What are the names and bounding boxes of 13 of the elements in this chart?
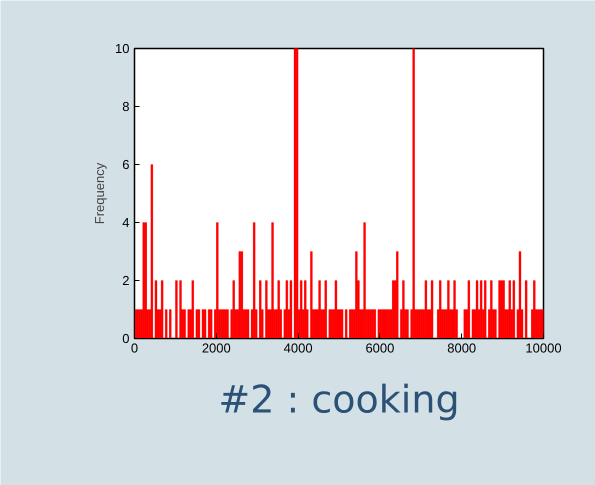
y-axis-title: Frequency <box>92 162 108 224</box>
text: #2 : cooking <box>218 378 460 422</box>
y-tick-label: 8 <box>122 99 130 114</box>
y-tick-label: 10 <box>115 41 130 56</box>
y-tick-label: 2 <box>122 273 130 288</box>
x-tick-label: 2000 <box>202 340 231 356</box>
x-tick-label: 6000 <box>365 340 394 356</box>
x-tick-label: 10000 <box>525 340 562 356</box>
y-tick-label: 0 <box>122 331 130 346</box>
y-tick-label: 4 <box>122 215 130 230</box>
x-tick-label: 4000 <box>284 340 313 356</box>
x-tick-label: 8000 <box>447 340 476 356</box>
y-tick-label: 6 <box>122 157 130 172</box>
